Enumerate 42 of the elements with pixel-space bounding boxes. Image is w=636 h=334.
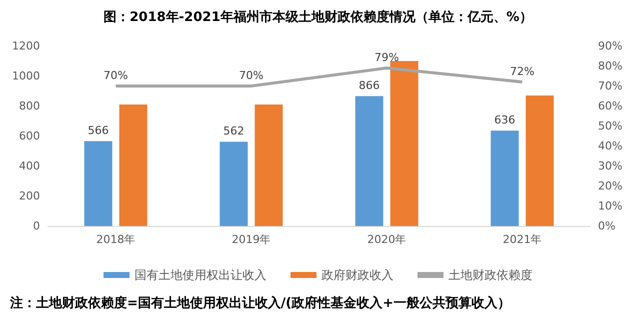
data-label: 562 bbox=[223, 124, 244, 138]
y2-tick-label: 30% bbox=[598, 160, 622, 172]
legend-label: 国有土地使用权出让收入 bbox=[134, 268, 266, 282]
text: 注：土地财政依赖度=国有土地使用权出让收入/(政府性基金收入+一般公共预算收入） bbox=[9, 295, 510, 311]
bar bbox=[220, 142, 248, 226]
y2-tick-label: 60% bbox=[598, 100, 622, 112]
bar bbox=[84, 141, 112, 226]
y-tick-label: 1000 bbox=[12, 70, 40, 82]
data-label: 866 bbox=[358, 79, 380, 92]
y2-tick-label: 10% bbox=[598, 200, 622, 212]
x-tick-label: 2019年 bbox=[232, 233, 271, 246]
y-tick-label: 200 bbox=[19, 190, 40, 202]
y2-tick-label: 80% bbox=[598, 60, 622, 72]
y-tick-label: 0 bbox=[33, 220, 40, 232]
data-label: 636 bbox=[494, 114, 516, 127]
data-label: 566 bbox=[88, 124, 109, 138]
y2-tick-label: 20% bbox=[598, 180, 622, 192]
y2-tick-label: 70% bbox=[598, 80, 622, 92]
data-label: 72% bbox=[510, 65, 534, 78]
data-label: 70% bbox=[239, 69, 264, 82]
y-tick-label: 1200 bbox=[12, 40, 40, 52]
y2-tick-label: 50% bbox=[598, 120, 622, 132]
y-tick-label: 400 bbox=[19, 160, 40, 172]
bar bbox=[119, 104, 148, 226]
legend-label: 土地财政依赖度 bbox=[448, 268, 532, 282]
bar bbox=[390, 61, 418, 226]
x-tick-label: 2020年 bbox=[367, 233, 406, 246]
y2-tick-label: 90% bbox=[598, 40, 622, 52]
data-label: 79% bbox=[374, 51, 399, 64]
chart-title: 图：2018年-2021年福州市本级土地财政依赖度情况（单位：亿元、%） bbox=[104, 9, 532, 25]
y-tick-label: 600 bbox=[19, 130, 40, 142]
x-tick-label: 2021年 bbox=[502, 233, 542, 246]
bar bbox=[254, 104, 283, 226]
y2-tick-label: 0% bbox=[598, 220, 616, 232]
bar bbox=[490, 130, 519, 226]
x-tick-label: 2018年 bbox=[96, 233, 136, 246]
bar bbox=[355, 96, 384, 226]
bar bbox=[526, 96, 554, 226]
y2-tick-label: 40% bbox=[598, 140, 622, 152]
data-label: 70% bbox=[104, 69, 128, 82]
legend-label: 政府财政收入 bbox=[322, 268, 394, 282]
y-tick-label: 800 bbox=[19, 100, 40, 112]
